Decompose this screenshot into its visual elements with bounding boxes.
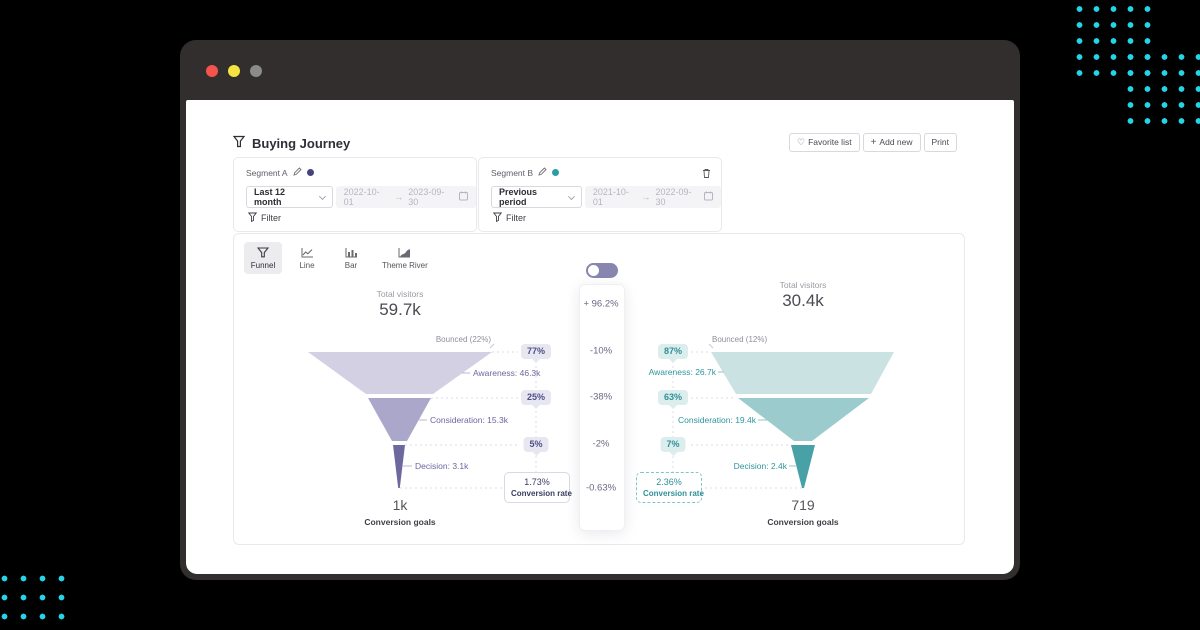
funnel-icon bbox=[232, 135, 246, 151]
funnel-b-total-label: Total visitors bbox=[779, 280, 827, 290]
print-button[interactable]: Print bbox=[923, 133, 957, 152]
segment-b-card: Segment B Previous period 2021-10-01 → 2… bbox=[478, 157, 722, 232]
funnel-a-total-value: 59.7k bbox=[379, 300, 421, 319]
minimize-button[interactable] bbox=[228, 65, 240, 77]
funnel-a-conversion-rate-value: 1.73% bbox=[524, 477, 550, 487]
close-button[interactable] bbox=[206, 65, 218, 77]
filter-funnel-icon bbox=[492, 212, 503, 224]
segment-a-name: Segment A bbox=[246, 167, 288, 178]
chevron-down-icon bbox=[568, 192, 575, 200]
funnel-a-stage-awareness[interactable] bbox=[308, 352, 492, 394]
funnel-b-total-value: 30.4k bbox=[782, 291, 824, 310]
page-content: Buying Journey ♡ Favorite list + Add new… bbox=[186, 100, 1014, 574]
heart-icon: ♡ bbox=[797, 137, 806, 147]
tab-bar[interactable]: Bar bbox=[332, 242, 370, 274]
funnel-a-consideration-label: Consideration: 15.3k bbox=[430, 415, 508, 425]
funnel-a-decision-pct-badge[interactable]: 5% bbox=[523, 437, 549, 452]
funnel-b-decision-pct-badge[interactable]: 7% bbox=[660, 437, 686, 452]
funnel-b-bounced-label: Bounced (12%) bbox=[712, 335, 768, 344]
delete-segment-icon[interactable] bbox=[702, 166, 711, 184]
funnel-b-decision-label: Decision: 2.4k bbox=[733, 461, 787, 471]
edit-pencil-icon[interactable] bbox=[292, 167, 302, 178]
tab-theme-river[interactable]: Theme River bbox=[376, 242, 434, 274]
segment-a-header: Segment A bbox=[246, 167, 314, 178]
window-titlebar bbox=[180, 40, 1020, 100]
funnel-a-goal-value: 1k bbox=[392, 497, 408, 513]
funnel-b-conversion-rate-label: Conversion rate bbox=[643, 489, 704, 498]
segment-b-filter-button[interactable]: Filter bbox=[492, 212, 526, 224]
funnel-chart-canvas bbox=[308, 343, 894, 489]
segment-b-period-select[interactable]: Previous period bbox=[491, 186, 582, 208]
segment-b-controls: Previous period 2021-10-01 → 2022-09-30 bbox=[491, 186, 721, 208]
arrow-right-icon: → bbox=[394, 192, 404, 202]
funnel-b-awareness-pct-badge[interactable]: 87% bbox=[657, 344, 689, 359]
tab-funnel[interactable]: Funnel bbox=[244, 242, 282, 274]
funnel-b-awareness-label: Awareness: 26.7k bbox=[648, 367, 716, 377]
comparison-value-total: + 96.2% bbox=[583, 298, 619, 310]
funnel-b-consideration-pct-badge[interactable]: 63% bbox=[657, 390, 689, 405]
funnel-a-stage-decision[interactable] bbox=[393, 445, 405, 488]
bar-chart-icon bbox=[345, 248, 357, 258]
favorite-list-button[interactable]: ♡ Favorite list bbox=[789, 133, 860, 152]
edit-pencil-icon[interactable] bbox=[538, 167, 547, 178]
funnel-b-conversion-rate-card: 2.36% Conversion rate bbox=[636, 472, 704, 503]
page-title: Buying Journey bbox=[232, 135, 350, 151]
label-leader-lines bbox=[403, 343, 797, 467]
funnel-a-conversion-rate-label: Conversion rate bbox=[511, 489, 572, 498]
decor-dots-top-right-2 bbox=[1122, 49, 1200, 129]
segment-a-date-range[interactable]: 2022-10-01 → 2023-09-30 bbox=[335, 186, 476, 208]
add-new-button[interactable]: + Add new bbox=[862, 133, 921, 152]
segment-b-color-dot[interactable] bbox=[552, 169, 560, 176]
toggle-knob bbox=[588, 265, 599, 276]
comparison-value-awareness: -10% bbox=[589, 345, 613, 357]
funnel-a-awareness-label: Awareness: 46.3k bbox=[473, 368, 541, 378]
comparison-toggle[interactable] bbox=[586, 263, 618, 278]
funnel-a-consideration-pct-badge[interactable]: 25% bbox=[520, 390, 552, 405]
segment-b-date-range[interactable]: 2021-10-01 → 2022-09-30 bbox=[584, 186, 721, 208]
funnel-b-consideration-label: Consideration: 19.4k bbox=[678, 415, 756, 425]
funnel-a-goal-label: Conversion goals bbox=[364, 517, 436, 527]
funnel-a-decision-label: Decision: 3.1k bbox=[415, 461, 469, 471]
funnel-a-total-label: Total visitors bbox=[376, 289, 424, 299]
comparison-card bbox=[579, 284, 625, 531]
funnel-icon bbox=[257, 247, 269, 258]
funnel-b-goal-label: Conversion goals bbox=[767, 517, 839, 527]
arrow-right-icon: → bbox=[641, 192, 651, 202]
line-chart-icon bbox=[301, 248, 313, 258]
funnel-b-conversion-rate-value: 2.36% bbox=[656, 477, 682, 487]
chart-type-tabs: Funnel Line Bar Theme River bbox=[244, 242, 434, 274]
maximize-button[interactable] bbox=[250, 65, 262, 77]
funnel-b-stage-awareness[interactable] bbox=[711, 352, 894, 394]
header-actions: ♡ Favorite list + Add new Print bbox=[789, 133, 957, 152]
funnel-a-awareness-pct-badge[interactable]: 77% bbox=[520, 344, 552, 359]
funnel-a-bounced-label: Bounced (22%) bbox=[435, 335, 491, 344]
theme-river-icon bbox=[398, 248, 411, 258]
funnel-a-conversion-rate-card: 1.73% Conversion rate bbox=[504, 472, 572, 503]
segment-a-filter-button[interactable]: Filter bbox=[247, 212, 281, 224]
funnel-a-stage-consideration[interactable] bbox=[368, 398, 431, 441]
decor-dots-bottom-left bbox=[0, 569, 72, 627]
comparison-value-decision: -2% bbox=[592, 438, 610, 450]
comparison-value-consideration: -38% bbox=[589, 391, 613, 403]
comparison-value-rate: -0.63% bbox=[585, 482, 617, 494]
browser-window: Buying Journey ♡ Favorite list + Add new… bbox=[180, 40, 1020, 580]
segment-a-period-select[interactable]: Last 12 month bbox=[246, 186, 333, 208]
calendar-icon bbox=[458, 191, 468, 203]
funnel-b-stage-consideration[interactable] bbox=[738, 398, 869, 441]
segment-a-controls: Last 12 month 2022-10-01 → 2023-09-30 bbox=[246, 186, 476, 208]
chevron-down-icon bbox=[318, 192, 326, 200]
funnel-comparison-panel: Funnel Line Bar Theme River bbox=[233, 233, 965, 545]
filter-funnel-icon bbox=[247, 212, 258, 224]
segment-a-color-dot[interactable] bbox=[306, 169, 314, 176]
segment-b-header: Segment B bbox=[491, 167, 560, 178]
segment-b-name: Segment B bbox=[491, 167, 534, 178]
tab-line[interactable]: Line bbox=[288, 242, 326, 274]
calendar-icon bbox=[704, 191, 713, 203]
funnel-b-goal-value: 719 bbox=[791, 497, 815, 513]
segment-a-card: Segment A Last 12 month 2022-10-01 → 202… bbox=[233, 157, 477, 232]
funnel-b-stage-decision[interactable] bbox=[791, 445, 815, 488]
plus-icon: + bbox=[870, 137, 877, 148]
